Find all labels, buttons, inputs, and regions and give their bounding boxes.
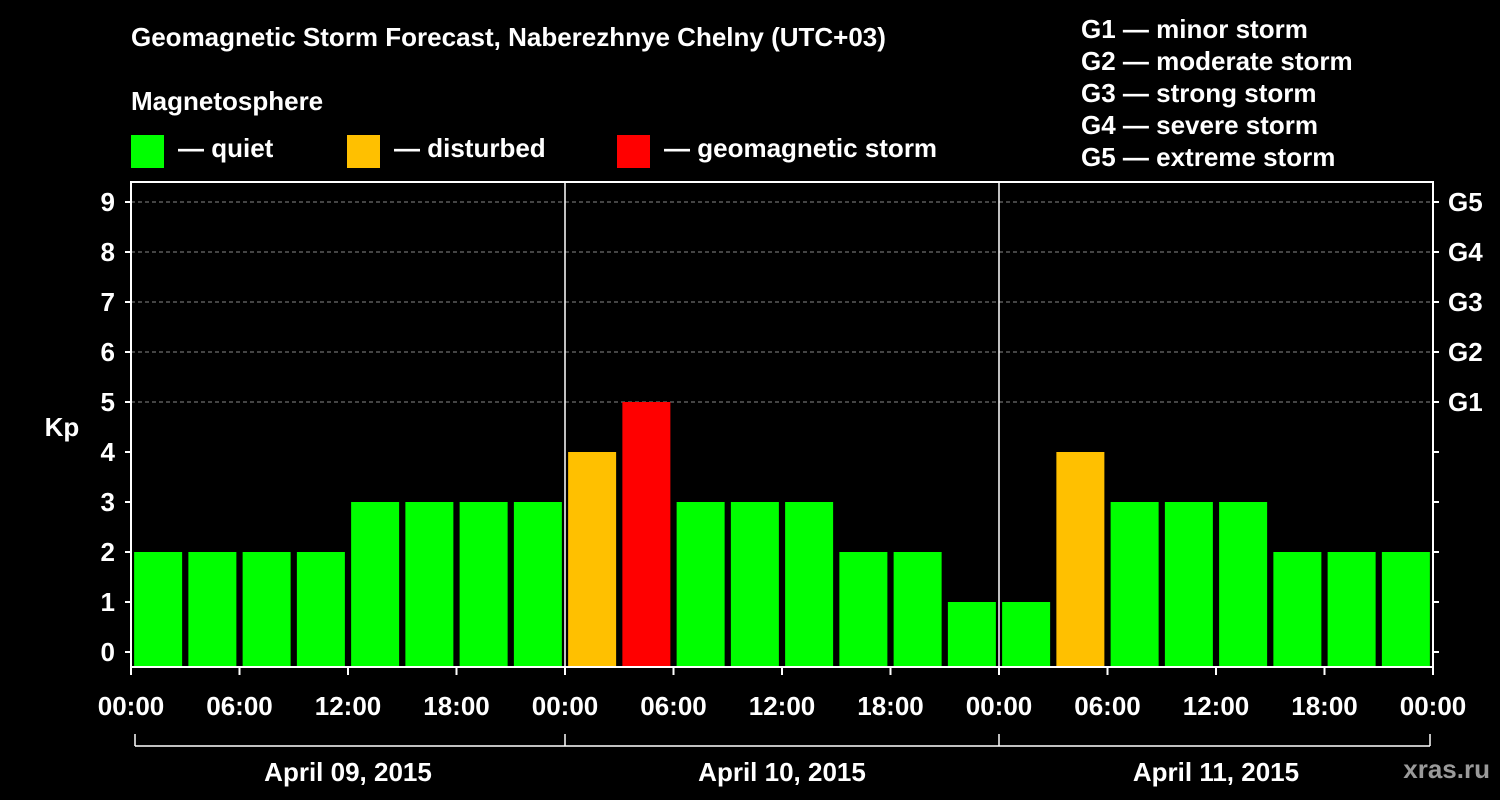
y-tick-label: 8 [101, 237, 115, 267]
kp-bar [947, 602, 996, 667]
x-tick-label: 12:00 [749, 691, 816, 721]
kp-bar [242, 552, 291, 667]
kp-bar [1056, 452, 1105, 667]
kp-bar [188, 552, 237, 667]
y-tick-label: 3 [101, 487, 115, 517]
kp-bar [1110, 502, 1159, 667]
kp-bar [676, 502, 725, 667]
storm-level-label: G3 [1448, 287, 1483, 317]
storm-level-label: G4 [1448, 237, 1483, 267]
y-tick-label: 2 [101, 537, 115, 567]
x-tick-label: 12:00 [315, 691, 382, 721]
date-label: April 11, 2015 [1133, 757, 1299, 787]
storm-scale-g1: G1 — minor storm [1081, 14, 1308, 44]
y-tick-label: 9 [101, 187, 115, 217]
x-tick-label: 00:00 [98, 691, 165, 721]
x-tick-label: 06:00 [1074, 691, 1141, 721]
x-tick-label: 06:00 [206, 691, 273, 721]
storm-scale-g5: G5 — extreme storm [1081, 142, 1336, 172]
x-tick-label: 06:00 [640, 691, 707, 721]
date-label: April 10, 2015 [698, 757, 866, 787]
y-tick-label: 7 [101, 287, 115, 317]
legend-label-disturbed: — disturbed [394, 133, 546, 163]
storm-scale-legend: G1 — minor storm G2 — moderate storm G3 … [1081, 13, 1353, 173]
kp-bar [893, 552, 942, 667]
watermark: xras.ru [1403, 754, 1490, 784]
date-label: April 09, 2015 [264, 757, 432, 787]
x-tick-label: 12:00 [1183, 691, 1250, 721]
chart-title: Geomagnetic Storm Forecast, Naberezhnye … [131, 22, 886, 52]
y-tick-label: 6 [101, 337, 115, 367]
kp-bar [568, 452, 617, 667]
y-tick-label: 5 [101, 387, 115, 417]
storm-scale-g2: G2 — moderate storm [1081, 46, 1353, 76]
kp-bar [351, 502, 400, 667]
kp-bar [785, 502, 834, 667]
storm-scale-g4: G4 — severe storm [1081, 110, 1319, 140]
storm-level-label: G5 [1448, 187, 1483, 217]
storm-level-label: G2 [1448, 337, 1483, 367]
legend-label-storm: — geomagnetic storm [664, 133, 938, 163]
x-tick-label: 00:00 [1400, 691, 1467, 721]
kp-bar [296, 552, 345, 667]
kp-bar [1219, 502, 1268, 667]
kp-bar [730, 502, 779, 667]
y-tick-label: 4 [101, 437, 116, 467]
y-axis-label: Kp [45, 412, 80, 442]
storm-level-label: G1 [1448, 387, 1483, 417]
y-tick-label: 0 [101, 637, 115, 667]
kp-bar [1164, 502, 1213, 667]
y-tick-label: 1 [101, 587, 115, 617]
x-tick-label: 18:00 [857, 691, 924, 721]
legend-swatch-quiet [131, 135, 164, 168]
kp-bar [1273, 552, 1322, 667]
legend-label-quiet: — quiet [178, 133, 274, 163]
kp-bar [405, 502, 454, 667]
kp-bar [839, 552, 888, 667]
kp-bar [459, 502, 508, 667]
kp-bar [1002, 602, 1051, 667]
x-tick-label: 00:00 [966, 691, 1033, 721]
x-tick-label: 18:00 [1291, 691, 1358, 721]
kp-bar [622, 402, 671, 667]
x-tick-label: 00:00 [532, 691, 599, 721]
legend-swatch-storm [617, 135, 650, 168]
legend-swatch-disturbed [347, 135, 380, 168]
kp-bar [134, 552, 183, 667]
kp-bar [513, 502, 562, 667]
storm-scale-g3: G3 — strong storm [1081, 78, 1317, 108]
x-tick-label: 18:00 [423, 691, 490, 721]
legend-title: Magnetosphere [131, 86, 324, 116]
kp-bar [1327, 552, 1376, 667]
kp-bar [1381, 552, 1430, 667]
